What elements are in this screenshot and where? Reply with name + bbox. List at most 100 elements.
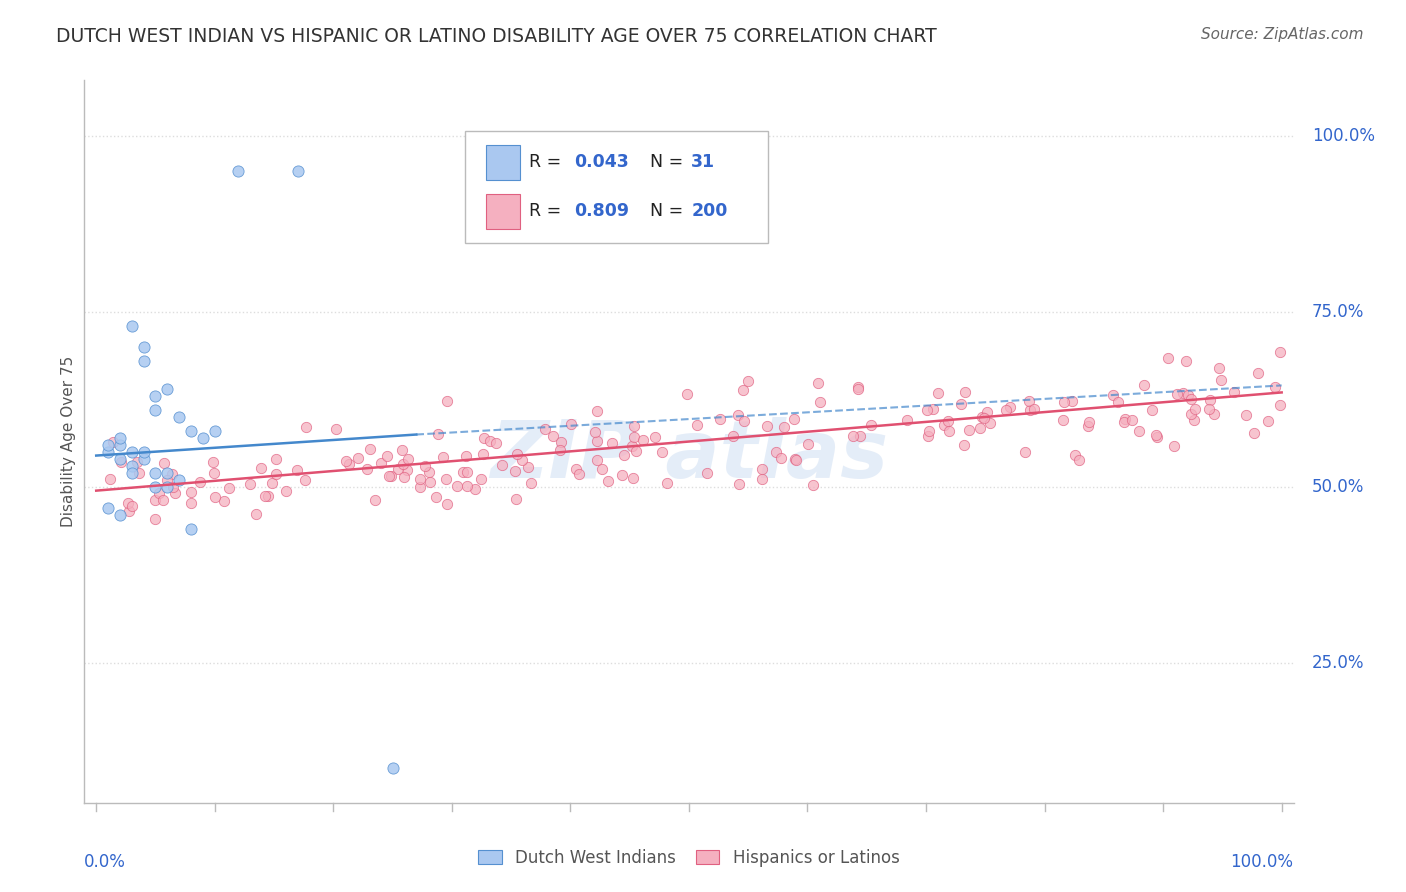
Point <box>97 501 120 516</box>
Point <box>846 380 869 394</box>
Point <box>375 449 398 463</box>
Point <box>396 452 419 467</box>
Point <box>108 438 131 452</box>
Point <box>456 449 478 463</box>
Point <box>1199 392 1222 407</box>
Point <box>621 470 644 484</box>
Point <box>1067 453 1090 467</box>
Point <box>413 458 436 473</box>
Point <box>685 417 707 432</box>
Point <box>932 417 955 432</box>
Point <box>1174 353 1197 368</box>
Point <box>849 429 872 443</box>
Point <box>156 473 179 487</box>
Point <box>785 452 807 467</box>
Point <box>953 437 976 451</box>
Point <box>370 456 392 470</box>
Point <box>409 472 432 486</box>
Point <box>973 410 995 425</box>
Point <box>915 403 938 417</box>
Point <box>1184 401 1206 416</box>
Point <box>162 480 184 494</box>
Text: R =: R = <box>529 202 567 220</box>
Point <box>797 437 820 451</box>
Point <box>591 462 613 476</box>
Point <box>938 424 960 438</box>
Point <box>339 458 361 472</box>
FancyBboxPatch shape <box>465 131 768 243</box>
Point <box>121 466 143 480</box>
Y-axis label: Disability Age Over 75: Disability Age Over 75 <box>60 356 76 527</box>
Point <box>1268 344 1291 359</box>
Point <box>765 445 787 459</box>
Point <box>188 475 211 490</box>
Text: 31: 31 <box>692 153 716 170</box>
Point <box>387 461 409 475</box>
Text: 75.0%: 75.0% <box>1312 302 1364 321</box>
Point <box>1180 392 1202 406</box>
Point <box>132 445 155 459</box>
Point <box>751 462 773 476</box>
Text: 0.0%: 0.0% <box>84 854 127 871</box>
FancyBboxPatch shape <box>486 145 520 179</box>
Point <box>364 493 387 508</box>
Point <box>378 469 401 483</box>
Point <box>245 507 267 521</box>
Point <box>432 450 454 465</box>
Point <box>335 454 357 468</box>
Point <box>533 422 555 436</box>
Text: N =: N = <box>650 153 683 170</box>
Point <box>1060 393 1083 408</box>
Point <box>846 382 869 396</box>
Point <box>859 417 882 432</box>
Text: 100.0%: 100.0% <box>1312 128 1375 145</box>
Point <box>623 430 645 444</box>
Point <box>506 447 529 461</box>
Point <box>471 447 494 461</box>
Point <box>108 431 131 445</box>
Point <box>180 424 202 438</box>
Point <box>381 761 404 775</box>
Point <box>676 387 699 401</box>
Point <box>1173 385 1195 400</box>
Point <box>250 460 273 475</box>
Point <box>520 475 543 490</box>
Point <box>409 480 432 494</box>
Point <box>969 421 991 435</box>
Point <box>565 462 588 476</box>
Point <box>1247 366 1270 380</box>
Point <box>97 445 120 459</box>
Point <box>153 456 176 470</box>
Point <box>128 467 150 481</box>
Text: DUTCH WEST INDIAN VS HISPANIC OR LATINO DISABILITY AGE OVER 75 CORRELATION CHART: DUTCH WEST INDIAN VS HISPANIC OR LATINO … <box>56 27 936 45</box>
Point <box>260 476 283 491</box>
Point <box>955 384 977 399</box>
Point <box>585 434 607 449</box>
Point <box>1128 425 1150 439</box>
Point <box>276 484 298 499</box>
Point <box>737 375 759 389</box>
Point <box>204 424 226 438</box>
Point <box>395 463 418 477</box>
Point <box>239 476 262 491</box>
Point <box>380 469 402 483</box>
Point <box>266 451 288 466</box>
Point <box>1053 395 1076 409</box>
Point <box>733 414 755 428</box>
Point <box>180 484 202 499</box>
Text: 100.0%: 100.0% <box>1230 854 1294 871</box>
Point <box>957 423 980 437</box>
Point <box>1000 400 1022 414</box>
Point <box>418 475 440 489</box>
Point <box>97 438 120 452</box>
Point <box>434 472 457 486</box>
Point <box>751 471 773 485</box>
Point <box>191 431 214 445</box>
Point <box>921 402 943 417</box>
Point <box>98 472 121 486</box>
Text: 50.0%: 50.0% <box>1312 478 1364 496</box>
Point <box>425 490 447 504</box>
Point <box>510 453 533 467</box>
Point <box>1223 384 1246 399</box>
Point <box>1077 419 1099 434</box>
